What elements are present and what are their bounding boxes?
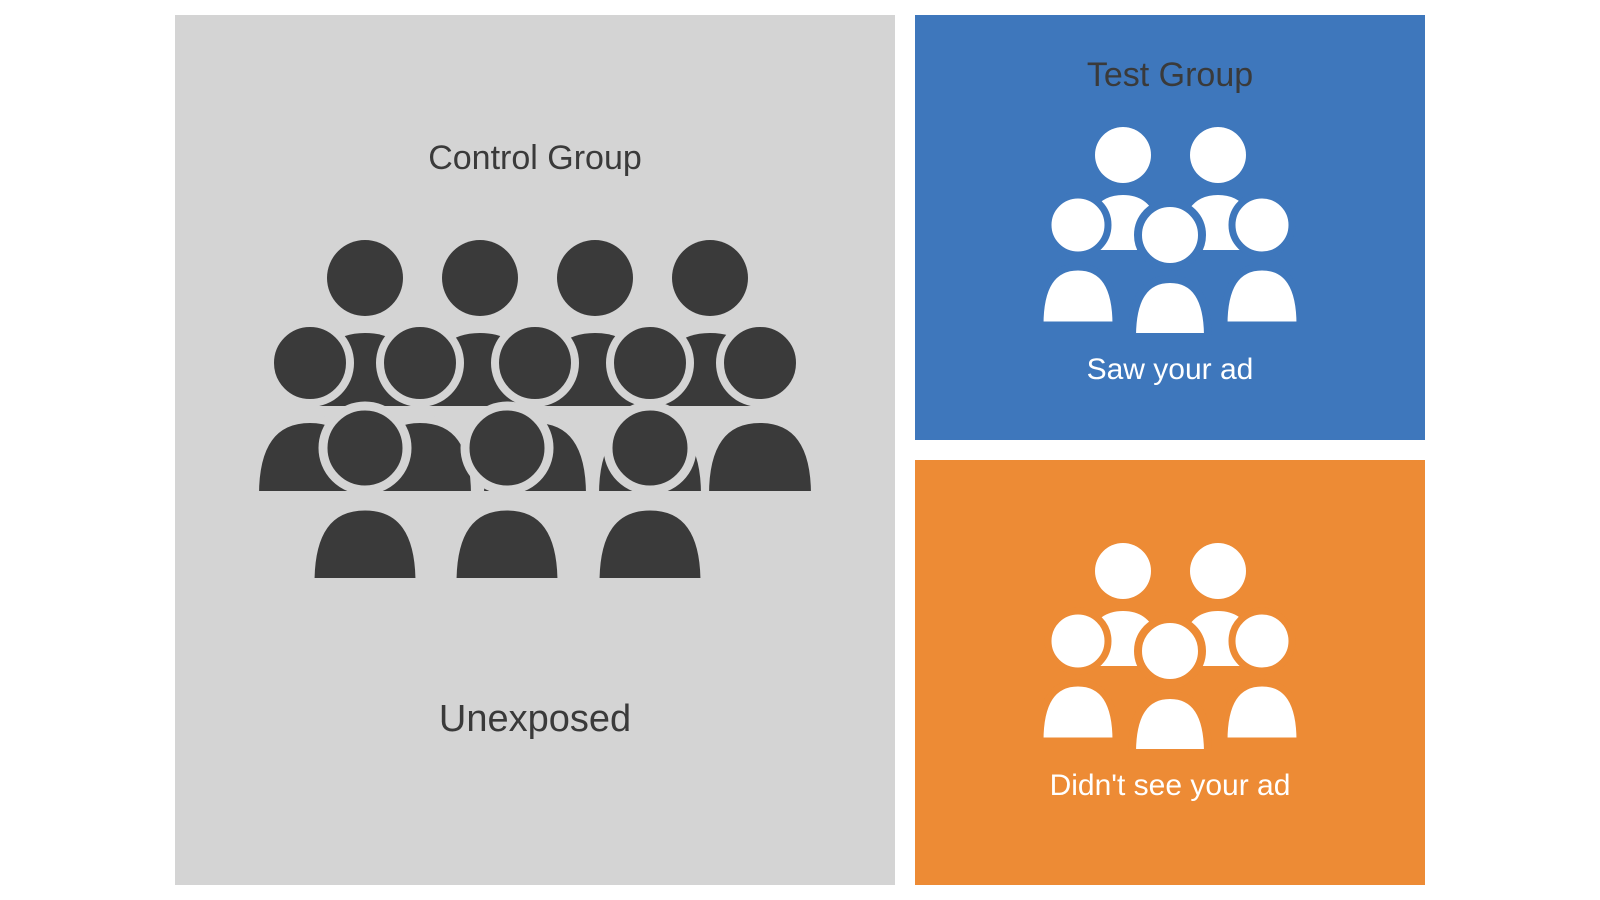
test-group-stack: Test Group Saw your ad (915, 15, 1425, 885)
test-didnt-label: Didn't see your ad (1050, 769, 1291, 803)
control-group-title: Control Group (428, 139, 642, 178)
test-saw-label: Saw your ad (1087, 353, 1254, 387)
people-group-small-icon (1040, 125, 1300, 335)
people-group-large-icon (255, 238, 815, 578)
people-group-small-icon (1040, 541, 1300, 751)
ab-test-diagram: Control Group Unexposed (175, 15, 1425, 885)
test-didnt-panel: Didn't see your ad (915, 460, 1425, 885)
test-saw-panel: Test Group Saw your ad (915, 15, 1425, 440)
control-group-panel: Control Group Unexposed (175, 15, 895, 885)
test-group-title: Test Group (1087, 56, 1253, 95)
control-group-label: Unexposed (439, 698, 631, 741)
